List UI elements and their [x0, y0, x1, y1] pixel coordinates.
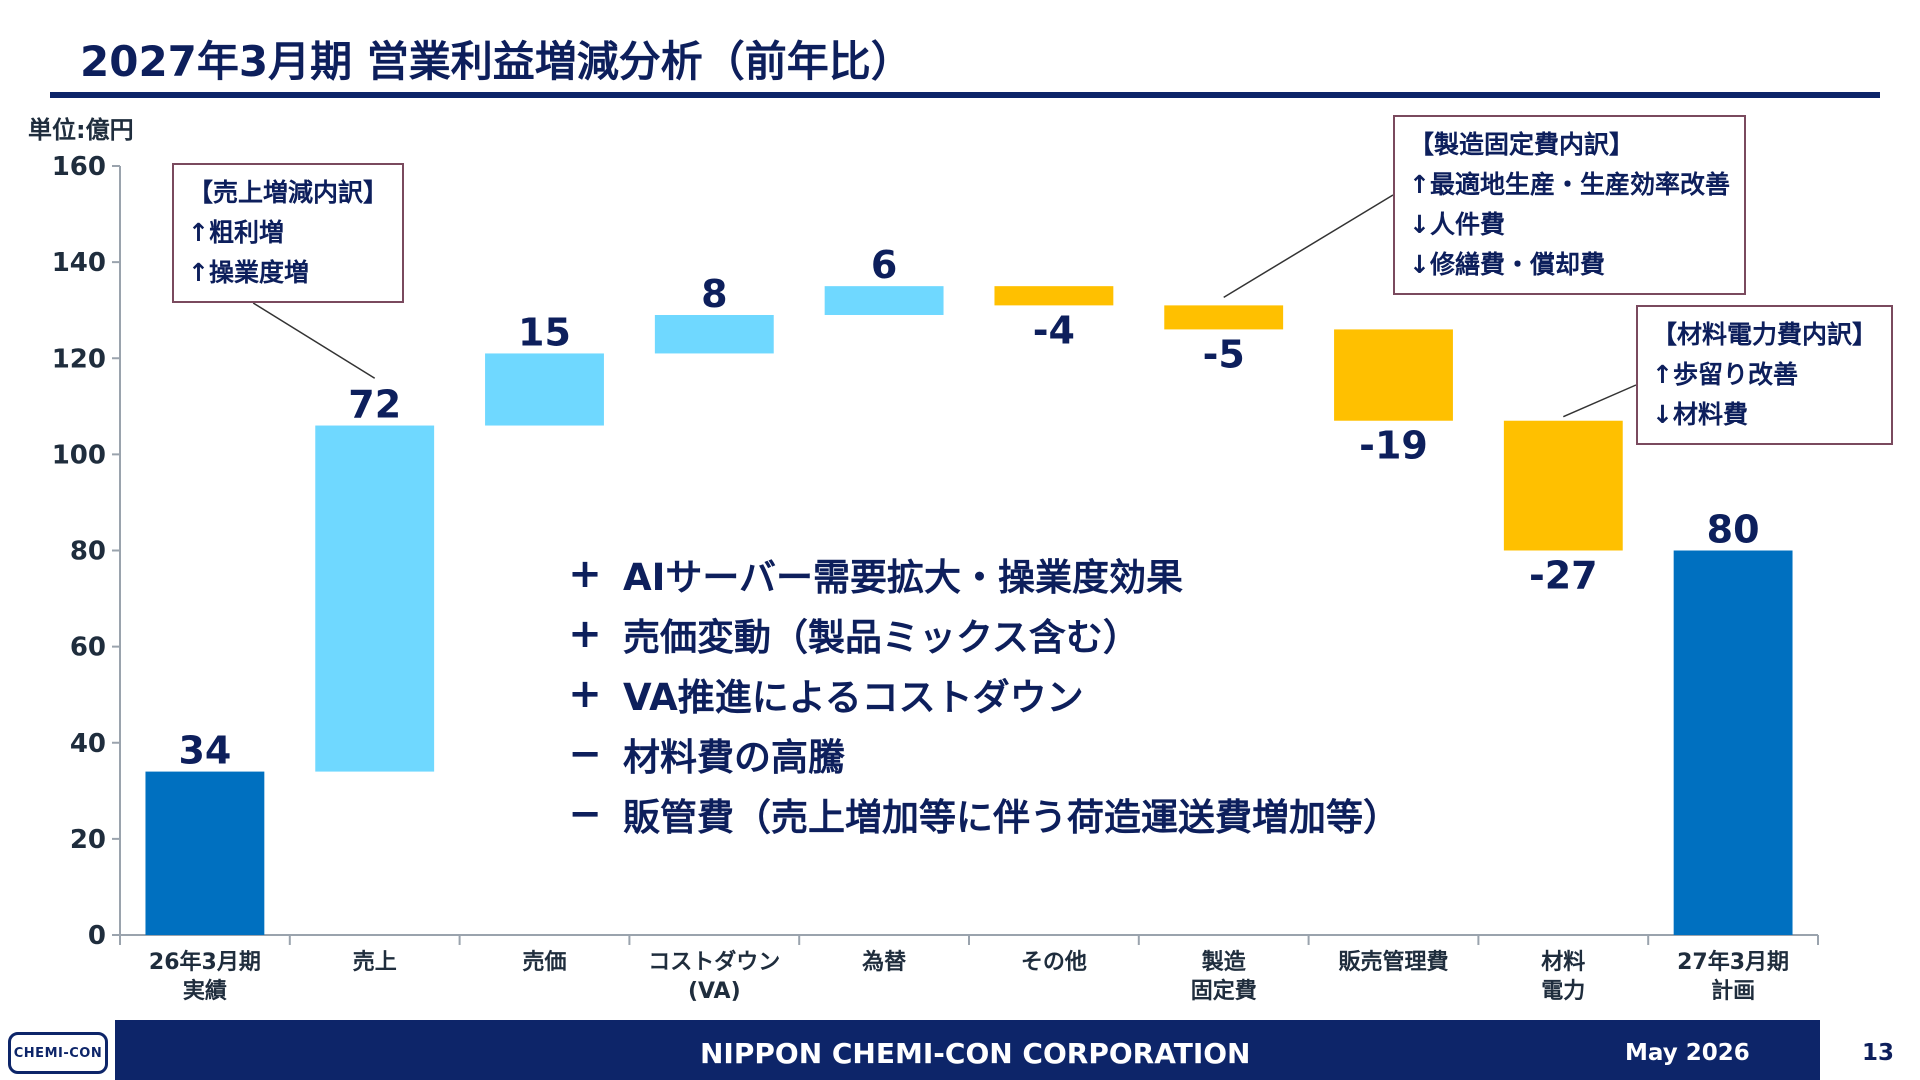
- x-category-label: (VA): [688, 979, 741, 1004]
- callout-fixed-cost-breakdown: 【製造固定費内訳】 ↑最適地生産・生産効率改善 ↓人件費 ↓修繕費・償却費: [1393, 115, 1746, 295]
- x-category-label: 計画: [1711, 978, 1755, 1004]
- bar-decrease: [1334, 329, 1453, 421]
- callout-fixed-line: 【製造固定費内訳】: [1409, 130, 1635, 159]
- y-tick-label: 140: [52, 248, 106, 278]
- callout-sales-line: 【売上増減内訳】: [188, 178, 389, 207]
- data-label: -19: [1359, 424, 1428, 468]
- callout-fixed-line: ↓修繕費・償却費: [1409, 250, 1605, 279]
- key-factor-item: − 販管費（売上増加等に伴う荷造運送費増加等）: [555, 784, 1400, 844]
- x-category-label: 材料: [1541, 950, 1585, 975]
- y-tick-label: 120: [52, 344, 106, 374]
- data-label: -27: [1529, 554, 1598, 598]
- minus-icon: −: [568, 791, 602, 837]
- footer-company-name: NIPPON CHEMI-CON CORPORATION: [700, 1037, 1251, 1070]
- callout-material-line: ↑歩留り改善: [1652, 360, 1798, 389]
- y-tick-label: 40: [70, 729, 106, 759]
- bar-decrease: [1164, 305, 1284, 330]
- callout-material-line: 【材料電力費内訳】: [1652, 320, 1878, 349]
- callout-fixed-line: ↓人件費: [1409, 210, 1505, 239]
- company-logo: CHEMI-CON: [8, 1032, 108, 1074]
- footer-date: May 2026: [1625, 1040, 1750, 1066]
- page-title: 2027年3月期 営業利益増減分析（前年比）: [80, 37, 913, 86]
- bar-total: [145, 771, 265, 935]
- data-label: 6: [871, 243, 897, 287]
- x-category-label: 27年3月期: [1677, 949, 1789, 975]
- callout-leader-line: [252, 302, 376, 379]
- y-tick-label: 100: [52, 440, 106, 470]
- x-category-label: 実績: [183, 978, 227, 1004]
- y-tick-label: 60: [70, 633, 106, 663]
- key-factor-item: + AIサーバー需要拡大・操業度効果: [555, 544, 1400, 604]
- bar-decrease: [994, 286, 1114, 306]
- bar-increase: [654, 314, 774, 354]
- data-label: 80: [1707, 508, 1760, 552]
- company-logo-text: CHEMI-CON: [13, 1045, 103, 1061]
- callout-sales-breakdown: 【売上増減内訳】 ↑粗利増 ↑操業度増: [172, 163, 405, 303]
- minus-icon: −: [568, 731, 602, 777]
- plus-icon: +: [568, 671, 602, 717]
- plus-icon: +: [568, 611, 602, 657]
- data-label: 15: [518, 310, 571, 354]
- bar-total: [1673, 550, 1793, 935]
- y-tick-label: 80: [70, 537, 106, 567]
- callout-fixed-line: ↑最適地生産・生産効率改善: [1409, 170, 1730, 199]
- x-category-label: 為替: [862, 949, 906, 975]
- data-label: -5: [1203, 332, 1245, 376]
- key-factor-text: 材料費の高騰: [623, 736, 845, 779]
- bar-increase: [824, 286, 944, 315]
- footer-bar: [115, 1020, 1820, 1080]
- data-label: 8: [701, 272, 727, 316]
- key-factors-list: + AIサーバー需要拡大・操業度効果 + 売価変動（製品ミックス含む） + VA…: [555, 544, 1400, 844]
- x-category-label: 売価: [522, 949, 566, 975]
- y-tick-label: 160: [52, 152, 106, 182]
- plus-icon: +: [568, 551, 602, 597]
- key-factor-item: + 売価変動（製品ミックス含む）: [555, 604, 1400, 664]
- callout-material-breakdown: 【材料電力費内訳】 ↑歩留り改善 ↓材料費: [1636, 305, 1894, 445]
- callout-material-line: ↓材料費: [1652, 400, 1748, 429]
- y-tick-label: 20: [70, 825, 106, 855]
- x-category-label: 固定費: [1191, 978, 1257, 1004]
- key-factor-text: AIサーバー需要拡大・操業度効果: [623, 556, 1184, 599]
- callout-sales-line: ↑操業度増: [188, 258, 309, 287]
- x-category-label: コストダウン: [648, 949, 780, 975]
- x-category-label: 電力: [1541, 979, 1585, 1004]
- page-number: 13: [1862, 1040, 1895, 1066]
- key-factor-item: + VA推進によるコストダウン: [555, 664, 1400, 724]
- x-category-label: その他: [1021, 950, 1087, 975]
- y-tick-label: 0: [88, 921, 106, 951]
- bar-increase: [315, 425, 435, 772]
- key-factor-item: − 材料費の高騰: [555, 724, 1400, 784]
- unit-label: 単位:億円: [28, 116, 134, 144]
- data-label: -4: [1033, 308, 1075, 352]
- callout-leader-line: [1563, 384, 1637, 418]
- callout-sales-line: ↑粗利増: [188, 218, 284, 247]
- x-category-label: 製造: [1201, 949, 1246, 975]
- x-category-label: 販売管理費: [1338, 949, 1448, 975]
- data-label: 72: [348, 383, 401, 427]
- key-factor-text: 売価変動（製品ミックス含む）: [623, 616, 1140, 659]
- bar-decrease: [1503, 420, 1623, 551]
- x-category-label: 売上: [353, 949, 397, 975]
- key-factor-text: VA推進によるコストダウン: [623, 676, 1084, 719]
- data-label: 34: [178, 729, 231, 773]
- bar-increase: [485, 353, 604, 426]
- key-factor-text: 販管費（売上増加等に伴う荷造運送費増加等）: [623, 796, 1400, 839]
- callout-leader-line: [1223, 194, 1394, 299]
- title-underline: [50, 92, 1880, 98]
- x-category-label: 26年3月期: [149, 949, 261, 975]
